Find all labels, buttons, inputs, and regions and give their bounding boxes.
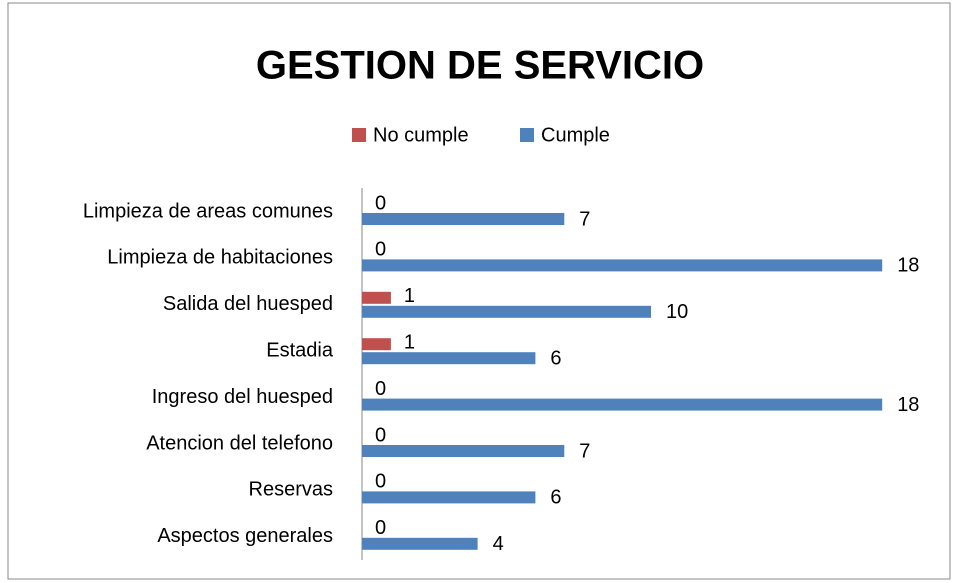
data-label: 0 bbox=[375, 424, 386, 446]
bar bbox=[362, 338, 391, 351]
legend-swatch bbox=[520, 128, 534, 142]
data-label: 0 bbox=[375, 192, 386, 214]
data-label: 6 bbox=[550, 487, 561, 509]
legend-label: Cumple bbox=[541, 124, 610, 146]
category-label: Atencion del telefono bbox=[146, 432, 333, 454]
bar bbox=[362, 305, 651, 318]
data-label: 0 bbox=[375, 239, 386, 261]
bar bbox=[362, 537, 478, 550]
data-label: 1 bbox=[404, 285, 415, 307]
data-label: 10 bbox=[666, 301, 688, 323]
data-label: 4 bbox=[493, 533, 504, 555]
data-label: 18 bbox=[897, 255, 919, 277]
category-label: Reservas bbox=[249, 479, 333, 501]
chart-border bbox=[7, 2, 951, 580]
data-label: 18 bbox=[897, 394, 919, 416]
chart-title: GESTION DE SERVICIO bbox=[256, 44, 704, 88]
data-label: 7 bbox=[579, 440, 590, 462]
bar bbox=[362, 352, 536, 365]
bar bbox=[362, 445, 565, 457]
data-label: 7 bbox=[579, 208, 590, 230]
category-label: Limpieza de habitaciones bbox=[107, 247, 333, 269]
category-label: Estadia bbox=[266, 339, 334, 361]
data-label: 0 bbox=[375, 378, 386, 400]
category-label: Limpieza de areas comunes bbox=[83, 200, 333, 222]
data-label: 0 bbox=[375, 517, 386, 539]
data-label: 6 bbox=[550, 347, 561, 369]
bar bbox=[362, 291, 391, 304]
legend-label: No cumple bbox=[373, 124, 469, 146]
category-label: Aspectos generales bbox=[157, 525, 333, 547]
bar bbox=[362, 213, 565, 225]
data-label: 1 bbox=[404, 331, 415, 353]
bar bbox=[362, 491, 536, 504]
bar bbox=[362, 398, 883, 411]
bar bbox=[362, 259, 883, 272]
legend-swatch bbox=[352, 128, 366, 142]
category-label: Ingreso del huesped bbox=[152, 386, 333, 408]
category-label: Salida del huesped bbox=[163, 293, 333, 315]
data-label: 0 bbox=[375, 471, 386, 493]
